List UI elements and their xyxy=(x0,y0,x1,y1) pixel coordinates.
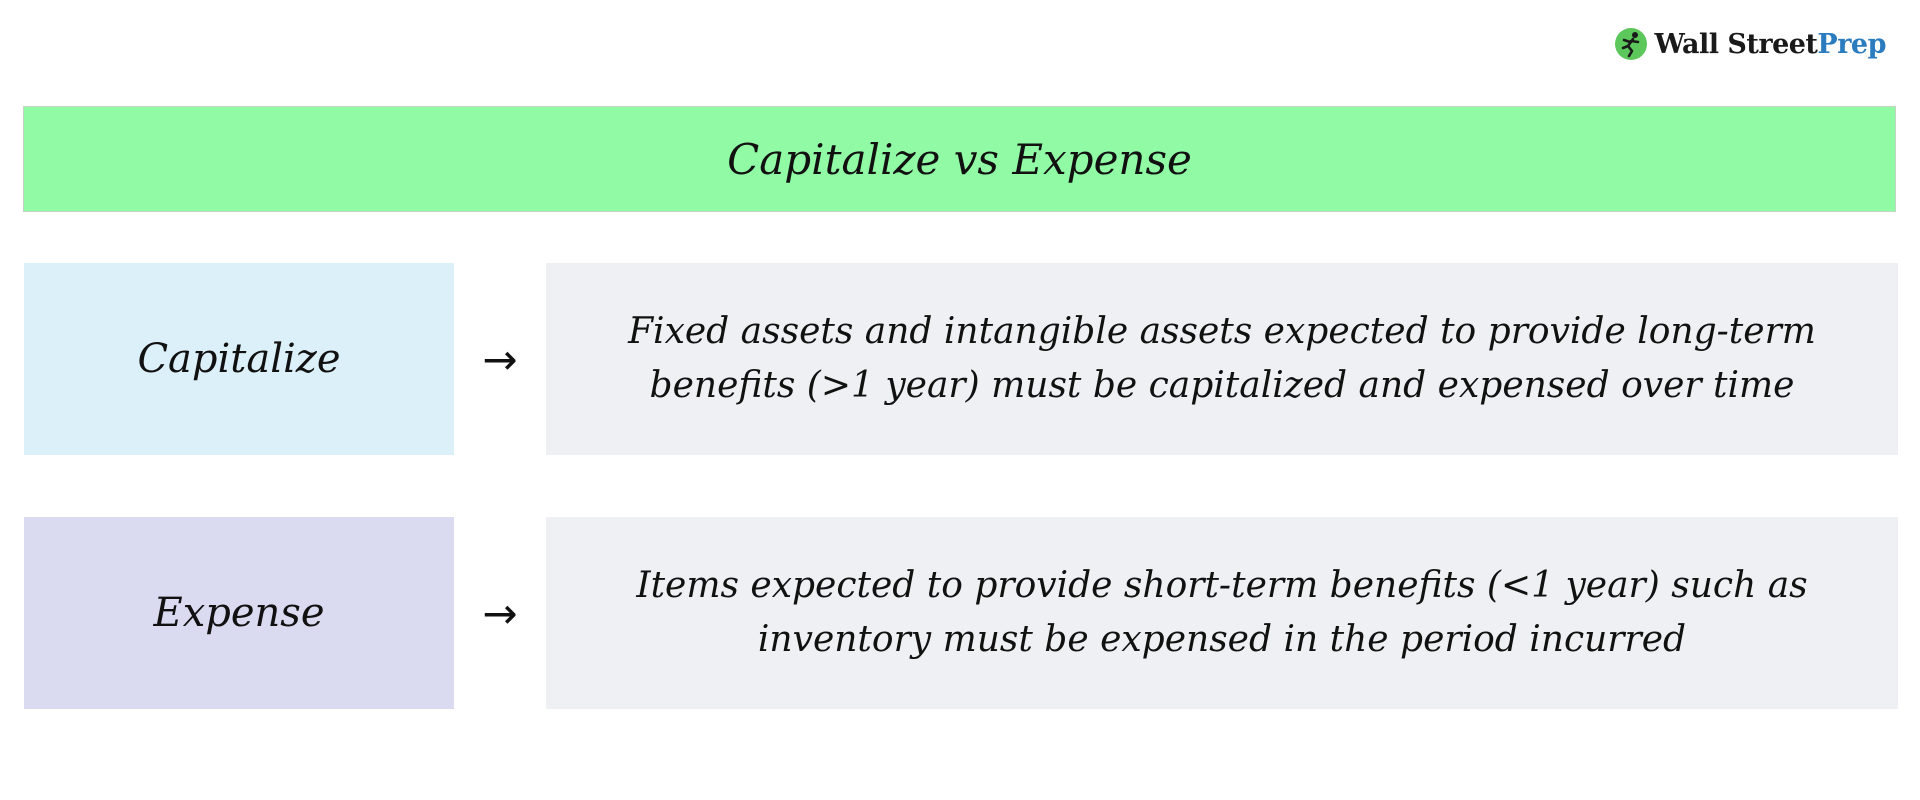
logo-wordmark: Wall StreetPrep xyxy=(1654,29,1886,60)
logo-text-accent: Prep xyxy=(1817,28,1886,60)
capitalize-label-box: Capitalize xyxy=(24,263,454,455)
expense-label: Expense xyxy=(153,590,325,636)
running-figure-icon xyxy=(1615,28,1648,60)
arrow-right-icon: → xyxy=(470,517,530,709)
wall-street-prep-logo: Wall StreetPrep xyxy=(1614,24,1886,64)
expense-description: Items expected to provide short-term ben… xyxy=(636,565,1808,660)
expense-arrow: → xyxy=(482,588,518,638)
title-banner: Capitalize vs Expense xyxy=(23,106,1896,212)
capitalize-label: Capitalize xyxy=(137,336,341,382)
capitalize-description-box: Fixed assets and intangible assets expec… xyxy=(546,263,1898,455)
logo-text-primary: Wall Street xyxy=(1654,28,1818,60)
expense-description-box: Items expected to provide short-term ben… xyxy=(546,517,1898,709)
page-title: Capitalize vs Expense xyxy=(727,134,1192,184)
arrow-right-icon: → xyxy=(470,263,530,455)
capitalize-description: Fixed assets and intangible assets expec… xyxy=(628,311,1816,406)
expense-label-box: Expense xyxy=(24,517,454,709)
capitalize-arrow: → xyxy=(482,334,518,384)
